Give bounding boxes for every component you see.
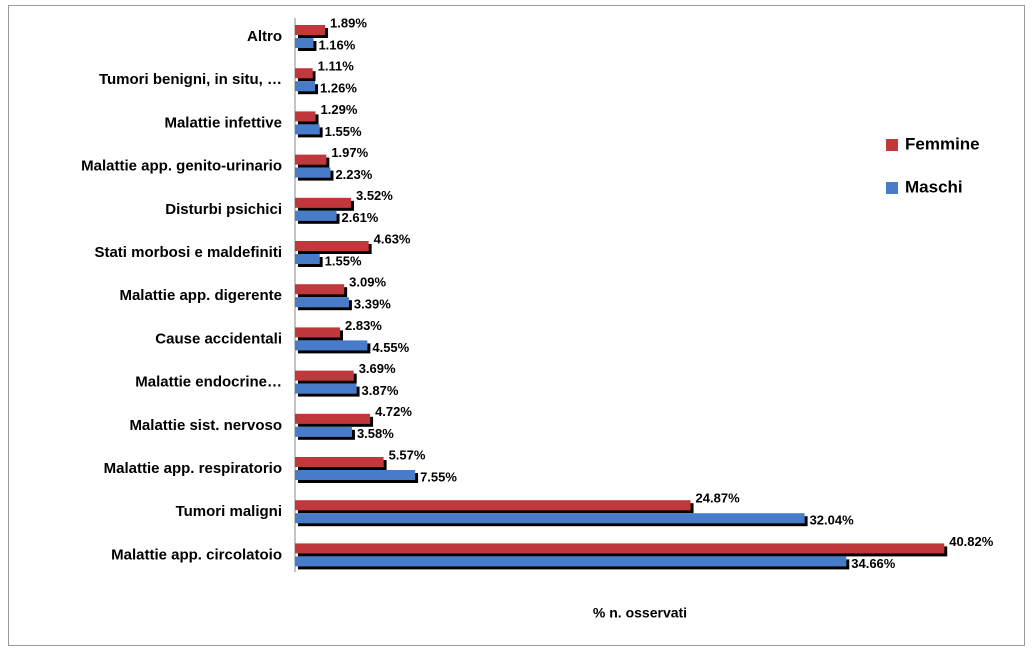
value-label: 1.16% bbox=[318, 37, 355, 52]
bar bbox=[295, 556, 847, 567]
legend-label: Maschi bbox=[905, 177, 963, 196]
value-label: 1.26% bbox=[320, 81, 357, 96]
bar bbox=[295, 383, 357, 394]
value-label: 5.57% bbox=[389, 447, 426, 462]
category-label: Malattie app. genito-urinario bbox=[81, 158, 282, 175]
value-label: 1.29% bbox=[321, 102, 358, 117]
bar bbox=[295, 513, 805, 524]
x-axis-label: % n. osservati bbox=[593, 605, 687, 621]
legend-label: Femmine bbox=[905, 134, 980, 153]
value-label: 3.69% bbox=[359, 361, 396, 376]
bar bbox=[295, 284, 345, 295]
bar bbox=[295, 210, 337, 221]
value-label: 1.97% bbox=[331, 145, 368, 160]
bar bbox=[295, 81, 316, 92]
category-label: Malattie infettive bbox=[164, 114, 282, 131]
bar bbox=[295, 426, 352, 437]
value-label: 24.87% bbox=[696, 491, 741, 506]
value-label: 1.89% bbox=[330, 15, 367, 30]
legend-swatch bbox=[886, 139, 898, 151]
value-label: 2.61% bbox=[342, 210, 379, 225]
category-label: Malattie sist. nervoso bbox=[129, 417, 282, 434]
bar bbox=[295, 197, 351, 208]
category-label: Malattie endocrine… bbox=[135, 374, 282, 391]
value-label: 3.87% bbox=[362, 383, 399, 398]
legend-swatch bbox=[886, 182, 898, 194]
value-label: 4.63% bbox=[374, 231, 411, 246]
category-label: Disturbi psichici bbox=[165, 201, 282, 218]
bar bbox=[295, 38, 314, 48]
value-label: 4.55% bbox=[372, 340, 409, 355]
value-label: 3.58% bbox=[357, 426, 394, 441]
value-label: 3.09% bbox=[349, 275, 386, 290]
bar bbox=[295, 68, 313, 79]
category-label: Malattie app. digerente bbox=[119, 287, 282, 304]
bar bbox=[295, 340, 368, 351]
category-label: Malattie app. respiratorio bbox=[104, 460, 282, 477]
category-label: Tumori benigni, in situ, … bbox=[99, 71, 282, 88]
value-label: 34.66% bbox=[851, 556, 896, 571]
value-label: 7.55% bbox=[420, 469, 457, 484]
bar bbox=[295, 167, 331, 178]
category-label: Stati morbosi e maldefiniti bbox=[94, 244, 282, 261]
category-label: Tumori maligni bbox=[176, 503, 282, 520]
value-label: 32.04% bbox=[810, 513, 855, 528]
bar bbox=[295, 543, 945, 554]
bar bbox=[295, 124, 320, 135]
bar bbox=[295, 254, 320, 264]
bar bbox=[295, 457, 384, 467]
value-label: 1.11% bbox=[318, 59, 355, 74]
value-label: 4.72% bbox=[375, 404, 412, 419]
bar bbox=[295, 370, 354, 381]
bar bbox=[295, 297, 349, 308]
value-label: 3.39% bbox=[354, 297, 391, 312]
bar bbox=[295, 111, 316, 122]
bar bbox=[295, 327, 341, 338]
category-label: Cause accidentali bbox=[155, 330, 282, 347]
value-label: 2.83% bbox=[345, 318, 382, 333]
category-label: Altro bbox=[247, 28, 282, 45]
value-label: 1.55% bbox=[325, 253, 362, 268]
bar bbox=[295, 241, 369, 251]
value-label: 2.23% bbox=[335, 167, 372, 182]
bar bbox=[295, 25, 326, 35]
bar bbox=[295, 154, 327, 165]
bar bbox=[295, 413, 371, 424]
value-label: 1.55% bbox=[325, 124, 362, 139]
value-label: 3.52% bbox=[356, 188, 393, 203]
bar bbox=[295, 500, 691, 511]
bar bbox=[295, 470, 416, 480]
chart-frame bbox=[8, 5, 1025, 646]
value-label: 40.82% bbox=[949, 534, 994, 549]
category-label: Malattie app. circolatoio bbox=[111, 546, 282, 563]
